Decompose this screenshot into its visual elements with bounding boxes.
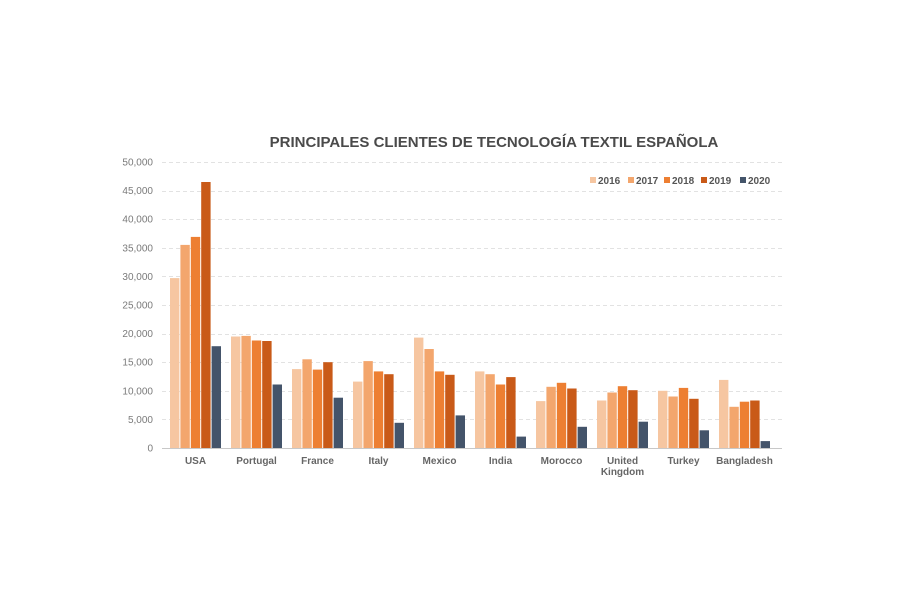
x-tick-label: Mexico <box>423 456 457 467</box>
y-tick-label: 20,000 <box>122 329 153 340</box>
bar-2017-italy <box>363 361 373 448</box>
x-tick-label: Bangladesh <box>716 456 773 467</box>
y-tick-label: 50,000 <box>122 158 153 169</box>
legend-swatch-2016 <box>590 177 596 183</box>
bar-2020-portugal <box>272 384 282 448</box>
x-tick-label: USA <box>185 456 206 467</box>
legend-swatch-2017 <box>628 177 634 183</box>
bar-2020-italy <box>394 422 404 448</box>
bar-2017-france <box>302 359 312 448</box>
bar-2020-turkey <box>699 430 709 448</box>
y-tick-label: 25,000 <box>122 301 153 312</box>
x-tick-label: India <box>489 456 513 467</box>
bar-2017-united-kingdom <box>607 392 617 448</box>
bar-2016-portugal <box>231 336 241 448</box>
bar-2019-usa <box>201 182 211 448</box>
legend-swatch-2019 <box>701 177 707 183</box>
x-tick-label: United Kingdom <box>601 456 644 478</box>
x-tick-label: Italy <box>368 456 388 467</box>
bar-2018-portugal <box>251 340 262 448</box>
bar-2016-mexico <box>414 337 424 448</box>
bars <box>170 182 770 448</box>
bar-2016-india <box>475 371 485 448</box>
bar-2018-italy <box>373 371 384 448</box>
x-axis: USA Portugal France Italy Mexico India Morocco… <box>185 456 773 478</box>
y-tick-label: 15,000 <box>122 358 153 369</box>
bar-2020-usa <box>211 346 221 448</box>
bar-2019-france <box>323 362 333 448</box>
bar-2018-united-kingdom <box>617 386 628 448</box>
bar-2017-turkey <box>668 396 678 448</box>
bar-2016-morocco <box>536 401 546 448</box>
bar-2018-india <box>495 384 506 448</box>
x-tick-label: Turkey <box>667 456 699 467</box>
legend-label-2016: 2016 <box>598 176 621 187</box>
y-tick-label: 40,000 <box>122 215 153 226</box>
bar-2020-india <box>516 436 526 448</box>
legend-label-2018: 2018 <box>672 176 695 187</box>
bar-2016-france <box>292 369 302 448</box>
bar-2020-mexico <box>455 415 465 448</box>
bar-2017-india <box>485 374 495 448</box>
bar-2019-india <box>506 377 516 448</box>
bar-2019-morocco <box>567 388 577 448</box>
y-tick-label: 0 <box>147 444 153 455</box>
bar-2018-mexico <box>434 371 445 448</box>
bar-2017-bangladesh <box>729 406 739 448</box>
bar-2017-mexico <box>424 349 434 448</box>
bar-2016-bangladesh <box>719 379 729 448</box>
bar-2019-united-kingdom <box>628 390 638 448</box>
bar-2017-usa <box>180 244 190 448</box>
bar-2020-morocco <box>577 426 587 448</box>
bar-2018-morocco <box>556 382 567 448</box>
legend-swatch-2018 <box>664 177 670 183</box>
chart-title: PRINCIPALES CLIENTES DE TECNOLOGÍA TEXTI… <box>270 133 719 151</box>
bar-2020-bangladesh <box>760 441 770 448</box>
legend-label-2017: 2017 <box>636 176 659 187</box>
bar-2018-france <box>312 369 323 448</box>
legend-label-2019: 2019 <box>709 176 732 187</box>
bar-2016-united-kingdom <box>597 400 607 448</box>
x-tick-label: Portugal <box>236 456 277 467</box>
y-tick-label: 5,000 <box>128 415 153 426</box>
bar-2019-bangladesh <box>750 400 760 448</box>
bar-2016-italy <box>353 381 363 448</box>
bar-2019-italy <box>384 374 394 448</box>
bar-2019-mexico <box>445 374 455 448</box>
x-tick-label: France <box>301 456 334 467</box>
bar-2017-morocco <box>546 386 556 448</box>
gridlines <box>162 162 782 420</box>
legend-swatch-2020 <box>740 177 746 183</box>
y-tick-label: 10,000 <box>122 386 153 397</box>
y-tick-label: 35,000 <box>122 243 153 254</box>
y-tick-label: 45,000 <box>122 186 153 197</box>
bar-2018-usa <box>190 236 201 448</box>
bar-2018-turkey <box>678 387 689 448</box>
x-tick-label: Morocco <box>541 456 583 467</box>
bar-2017-portugal <box>241 335 251 448</box>
y-tick-label: 30,000 <box>122 272 153 283</box>
legend: 2016 2017 2018 2019 2020 <box>590 176 771 187</box>
bar-2016-turkey <box>658 390 668 448</box>
bar-2016-usa <box>170 278 180 448</box>
legend-label-2020: 2020 <box>748 176 771 187</box>
bar-2019-portugal <box>262 341 272 448</box>
bar-2019-turkey <box>689 398 699 448</box>
bar-2018-bangladesh <box>739 401 750 448</box>
bar-2020-france <box>333 397 343 448</box>
bar-2020-united-kingdom <box>638 421 648 448</box>
y-axis: 0 5,000 10,000 15,000 20,000 25,000 30,000 35,0… <box>122 158 153 455</box>
